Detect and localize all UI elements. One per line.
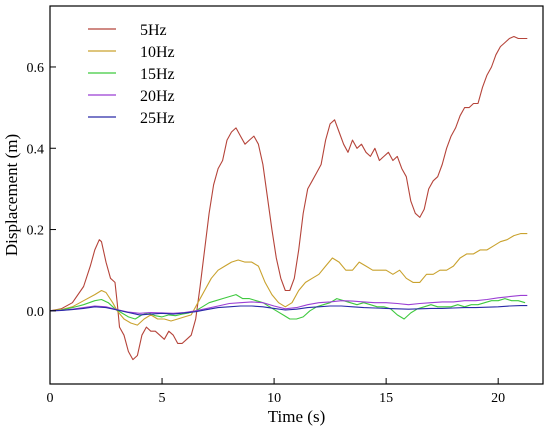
x-tick-label: 5 [159, 391, 166, 406]
x-tick-label: 0 [47, 391, 54, 406]
ticks-layer: 0 5 10 15 20 0.0 0.2 0.4 0.6 [27, 61, 506, 406]
x-tick-label: 15 [379, 391, 393, 406]
y-axis-title: Displacement (m) [2, 134, 21, 256]
y-tick-label: 0.2 [27, 224, 45, 239]
series-line-5 [49, 305, 528, 316]
legend-label: 10Hz [140, 44, 175, 61]
series-line-4 [49, 294, 528, 314]
series-line-1 [49, 35, 528, 361]
legend-label: 15Hz [140, 66, 175, 83]
y-tick-label: 0.0 [27, 305, 45, 320]
x-tick-label: 20 [491, 391, 505, 406]
series-layer [49, 35, 528, 361]
plot-frame [49, 5, 544, 385]
y-tick-label: 0.4 [27, 142, 45, 157]
legend-label: 5Hz [140, 22, 167, 39]
x-tick-label: 10 [267, 391, 281, 406]
legend-label: 25Hz [140, 110, 175, 127]
series-line-2 [49, 233, 528, 326]
legend-label: 20Hz [140, 88, 175, 105]
legend: 5Hz 10Hz 15Hz 20Hz 25Hz [88, 22, 175, 127]
y-tick-label: 0.6 [27, 61, 45, 76]
x-axis-title: Time (s) [268, 407, 325, 426]
